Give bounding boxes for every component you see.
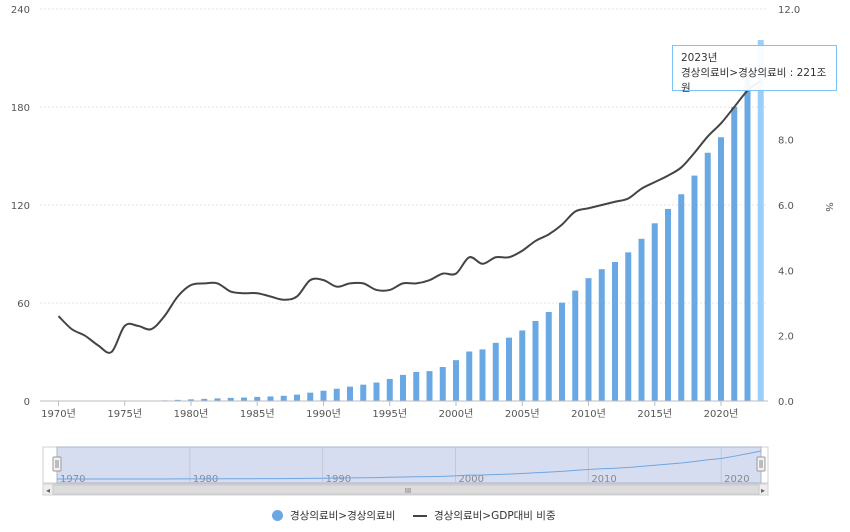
bar[interactable] xyxy=(254,396,261,401)
x-tick-label: 2015년 xyxy=(637,408,672,420)
bar[interactable] xyxy=(267,396,274,401)
x-tick-label: 2010년 xyxy=(571,408,606,420)
scroll-grip-icon[interactable]: III xyxy=(405,487,411,495)
x-tick-label: 1975년 xyxy=(107,408,142,420)
bar[interactable] xyxy=(439,367,446,401)
bar[interactable] xyxy=(479,349,486,401)
handle-body[interactable] xyxy=(756,456,766,472)
bar[interactable] xyxy=(492,342,499,401)
bar[interactable] xyxy=(307,392,314,401)
tooltip: 2023년 경상의료비>경상의료비 : 221조원 xyxy=(672,45,837,94)
y-right-tick-label: 12.0 xyxy=(778,5,800,16)
bar[interactable] xyxy=(214,398,221,401)
y-right-tick-label: 4.0 xyxy=(778,266,794,277)
bar[interactable] xyxy=(638,238,645,401)
bar[interactable] xyxy=(519,330,526,401)
bar[interactable] xyxy=(241,397,247,401)
bar[interactable] xyxy=(453,360,459,401)
bar[interactable] xyxy=(400,374,406,401)
bar[interactable] xyxy=(174,399,181,401)
bar[interactable] xyxy=(718,137,724,401)
navigator-label: 2010 xyxy=(591,474,616,485)
y-left-tick-label: 120 xyxy=(11,201,30,212)
legend-line-marker xyxy=(413,514,427,517)
x-tick-label: 1980년 xyxy=(174,408,209,420)
bar[interactable] xyxy=(201,398,208,401)
bar[interactable] xyxy=(373,382,380,401)
x-tick-label: 2000년 xyxy=(439,408,474,420)
bar[interactable] xyxy=(506,337,512,401)
x-tick-label: 1990년 xyxy=(306,408,341,420)
bar[interactable] xyxy=(612,262,618,401)
bar[interactable] xyxy=(386,378,393,401)
line-series[interactable] xyxy=(57,80,762,354)
bar-series[interactable] xyxy=(55,40,764,402)
bar[interactable] xyxy=(598,269,605,401)
bar[interactable] xyxy=(333,388,340,401)
navigator-handle-right[interactable] xyxy=(756,456,766,472)
bar[interactable] xyxy=(320,390,327,401)
bar[interactable] xyxy=(559,302,565,401)
bar[interactable] xyxy=(572,290,579,401)
bar[interactable] xyxy=(731,107,738,401)
y-right-tick-label: 2.0 xyxy=(778,332,794,343)
navigator-label: 2020 xyxy=(724,474,749,485)
x-tick-label: 1985년 xyxy=(240,408,275,420)
scrollbar-thumb[interactable] xyxy=(52,484,760,495)
x-tick-label: 2020년 xyxy=(704,408,739,420)
navigator-label: 1970 xyxy=(60,474,85,485)
handle-body[interactable] xyxy=(52,456,62,472)
bar[interactable] xyxy=(651,223,658,401)
bar[interactable] xyxy=(691,175,698,401)
bar[interactable] xyxy=(744,74,751,401)
y-right-axis-label: % xyxy=(823,202,834,212)
bar[interactable] xyxy=(757,40,764,402)
y-right-tick-label: 8.0 xyxy=(778,136,794,147)
bar[interactable] xyxy=(678,194,685,401)
legend-bar-label: 경상의료비>경상의료비 xyxy=(290,510,396,522)
bar[interactable] xyxy=(294,394,300,401)
x-tick-label: 1995년 xyxy=(372,408,407,420)
navigator-label: 1980 xyxy=(193,474,218,485)
bar[interactable] xyxy=(413,371,420,401)
bar[interactable] xyxy=(280,395,287,401)
bar[interactable] xyxy=(347,386,353,401)
bar[interactable] xyxy=(665,208,671,401)
x-tick-label: 2005년 xyxy=(505,408,540,420)
y-right-tick-label: 0.0 xyxy=(778,397,794,408)
legend-item-line[interactable]: 경상의료비>GDP대비 비중 xyxy=(413,508,556,523)
y-left-tick-label: 180 xyxy=(11,103,30,114)
grid-lines xyxy=(40,8,768,402)
bar[interactable] xyxy=(360,384,367,401)
legend-line-label: 경상의료비>GDP대비 비중 xyxy=(434,510,556,522)
y-left-tick-label: 60 xyxy=(17,299,30,310)
bar[interactable] xyxy=(625,252,632,401)
scroll-right-icon[interactable]: ▸ xyxy=(761,486,765,495)
legend-item-bar[interactable]: 경상의료비>경상의료비 xyxy=(272,508,395,523)
navigator-label: 2000 xyxy=(458,474,483,485)
bar[interactable] xyxy=(585,278,592,401)
navigator-series xyxy=(57,450,762,480)
y-right-tick-label: 6.0 xyxy=(778,201,794,212)
gdp-ratio-line[interactable] xyxy=(57,80,762,354)
x-tick-label: 1970년 xyxy=(41,408,76,420)
navigator-handle-left[interactable] xyxy=(52,456,62,472)
bar[interactable] xyxy=(227,397,234,401)
bar[interactable] xyxy=(466,351,473,401)
scroll-left-icon[interactable]: ◂ xyxy=(46,486,50,495)
tooltip-value: 경상의료비>경상의료비 : 221조원 xyxy=(681,67,827,94)
y-left-tick-label: 240 xyxy=(11,5,30,16)
bar[interactable] xyxy=(426,371,433,401)
legend-bar-marker xyxy=(272,510,283,521)
y-left-tick-label: 0 xyxy=(24,397,30,408)
bar[interactable] xyxy=(532,320,539,401)
navigator-label: 1990 xyxy=(326,474,351,485)
range-navigator[interactable]: 1970 1980 1990 2000 2010 2020 ◂ ▸ III xyxy=(42,446,769,496)
tooltip-year: 2023년 xyxy=(681,52,718,64)
bar[interactable] xyxy=(188,399,194,401)
bar[interactable] xyxy=(545,311,552,401)
bar[interactable] xyxy=(704,152,711,401)
